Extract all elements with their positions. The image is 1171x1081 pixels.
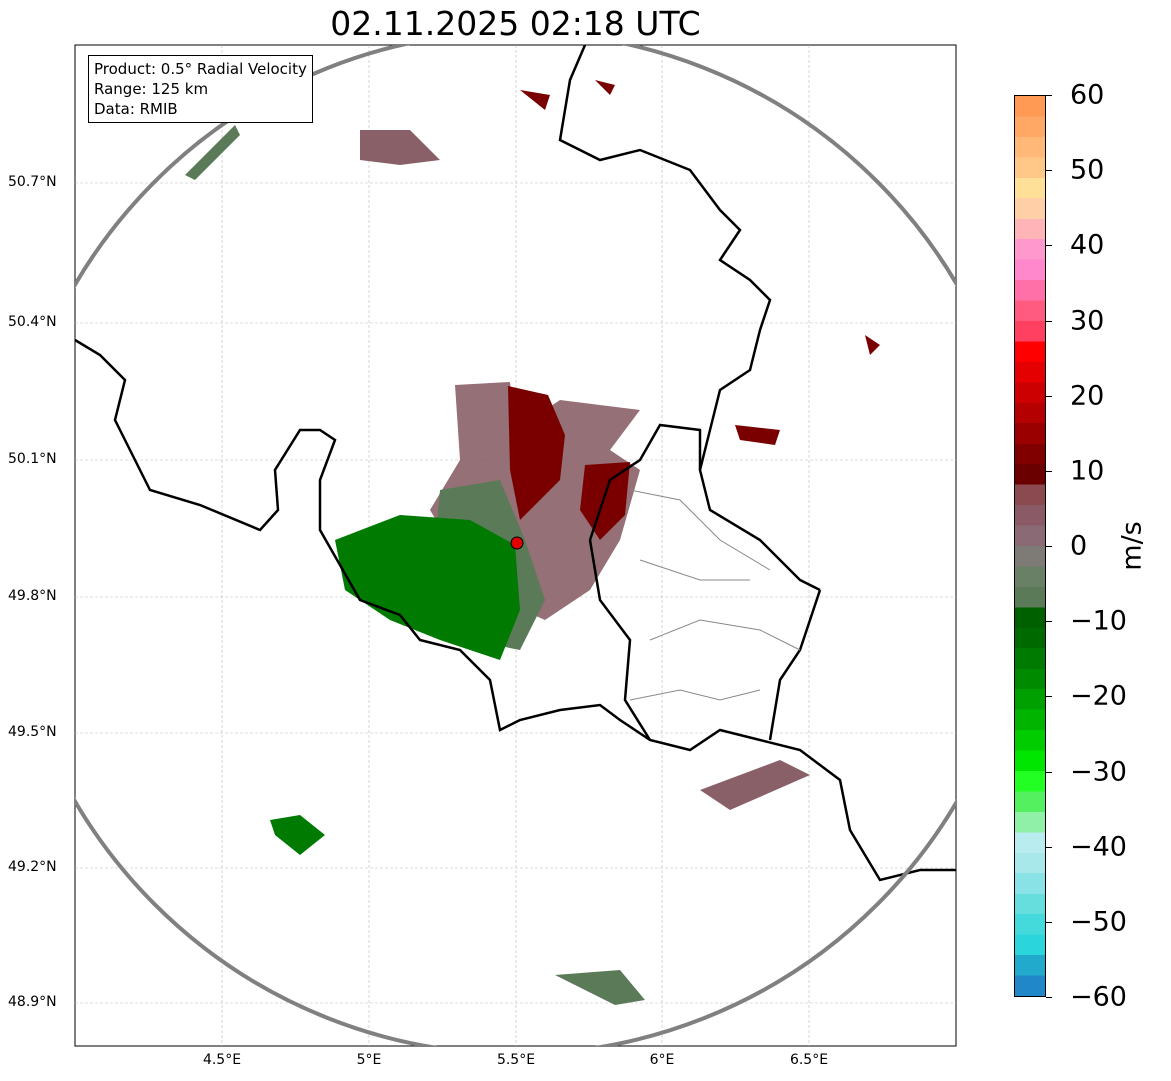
echo-south [555,970,645,1005]
lat-label: 50.1°N [8,451,57,467]
colorbar-tick-mark [1046,95,1052,96]
lat-label: 50.4°N [8,314,57,330]
colorbar-tick-label: 30 [1070,305,1105,336]
colorbar-tick-label: 50 [1070,154,1105,186]
lon-label: 6.5°E [789,1052,829,1068]
colorbar-unit: m/s [1116,521,1148,571]
colorbar-tick-label: 20 [1070,380,1105,412]
country-borders [75,45,956,882]
radar-echoes [185,80,880,1005]
echo-north [360,130,440,165]
lon-label: 5°E [356,1052,382,1068]
colorbar-tick-label: −30 [1070,756,1127,787]
colorbar-tick-mark [1046,696,1052,698]
radar-site-marker [510,536,524,550]
colorbar-tick-mark [1046,546,1052,547]
colorbar-tick-label: −20 [1070,680,1127,712]
colorbar-tick-label: 60 [1070,79,1105,111]
colorbar-tick-mark [1046,245,1052,247]
echo-far-east [865,335,880,355]
info-data: Data: RMIB [94,100,178,118]
colorbar-tick-mark [1046,771,1052,773]
map-content [75,45,956,1046]
echo-top [520,80,615,110]
colorbar-tick-label: −60 [1070,981,1127,1013]
lon-label: 4.5°E [202,1052,242,1068]
colorbar-tick-mark [1046,846,1052,848]
echo-outbound-core [508,386,565,520]
echo-east [735,425,780,445]
info-range: Range: 125 km [94,80,209,98]
colorbar-tick-mark [1046,170,1052,172]
echo-southwest [270,815,325,855]
info-box: Product: 0.5° Radial Velocity Range: 125… [88,55,313,123]
echo-inbound-main [335,515,520,660]
colorbar-tick-mark [1046,621,1052,623]
colorbar-tick-label: −40 [1070,831,1127,863]
lat-label: 48.9°N [8,994,57,1010]
colorbar-tick-mark [1046,395,1052,397]
lat-label: 49.8°N [8,588,57,604]
lat-label: 49.5°N [8,724,57,740]
colorbar-tick-mark [1046,320,1052,322]
echo-southeast [700,760,810,810]
lat-label: 49.2°N [8,859,57,875]
colorbar-tick-mark [1046,997,1052,998]
lon-label: 6°E [649,1052,675,1068]
info-product: Product: 0.5° Radial Velocity [94,60,307,78]
colorbar-tick-label: −10 [1070,605,1127,637]
chart-title: 02.11.2025 02:18 UTC [330,4,701,43]
colorbar-tick-label: 0 [1070,530,1088,562]
colorbar-tick-label: −50 [1070,906,1127,938]
colorbar-tick-label: 40 [1070,229,1105,261]
echo-outbound-east [580,462,630,540]
colorbar [1014,95,1046,997]
colorbar-tick-mark [1046,470,1052,472]
lon-label: 5.5°E [496,1052,536,1068]
colorbar-tick-mark [1046,921,1052,923]
lat-label: 50.7°N [8,174,57,190]
colorbar-tick-label: 10 [1070,455,1105,487]
echo-northwest [185,125,240,180]
province-borders [629,489,801,701]
